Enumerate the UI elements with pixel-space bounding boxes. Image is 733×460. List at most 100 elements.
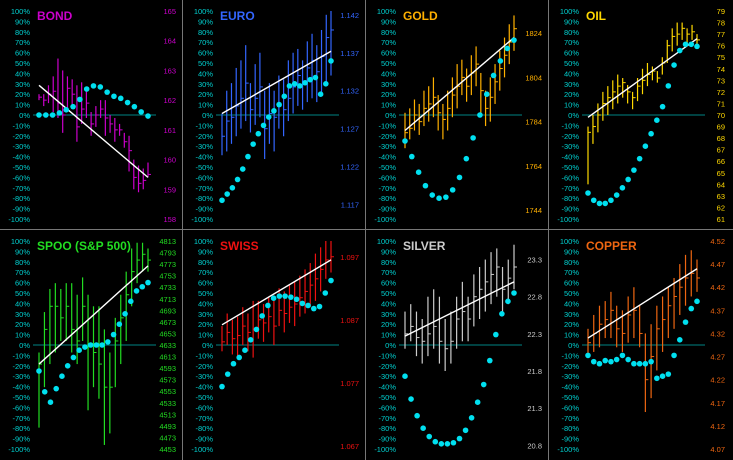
right-axis-tick-label: 1.087 <box>340 316 359 325</box>
left-axis-tick-label: -50% <box>378 163 396 172</box>
left-axis-tick-label: 60% <box>15 279 30 288</box>
baby-blue-dot <box>665 83 672 89</box>
right-axis-tick-label: 1.137 <box>340 49 359 58</box>
baby-blue-dot <box>312 74 319 81</box>
chart-panel-swiss: 100%90% 80%70% 60%50%40% 30%20% 10%0%-10% -20… <box>191 237 359 454</box>
baby-blue-dot <box>671 352 677 359</box>
baby-blue-dot <box>493 331 499 338</box>
left-axis-tick-label: 100% <box>377 7 397 16</box>
chart-panel-euro: 100%90% 80%70% 60%50%40% 30%20% 10%0%-10% -20… <box>191 7 359 224</box>
left-axis-tick-label: -20% <box>561 362 579 371</box>
baby-blue-dot <box>99 342 105 348</box>
baby-blue-dot <box>462 427 469 434</box>
right-axis-tick-label: 160 <box>163 156 176 165</box>
baby-blue-dot <box>83 86 90 92</box>
right-axis-tick-label: 21.3 <box>527 404 542 413</box>
left-axis-tick-label: 0% <box>19 111 30 120</box>
baby-blue-dot <box>654 375 660 382</box>
baby-blue-dot <box>70 103 76 110</box>
right-axis-tick-label: 4793 <box>159 249 176 258</box>
baby-blue-dot <box>239 166 246 172</box>
right-axis-tick-label: 158 <box>163 215 176 224</box>
left-axis-tick-label: 90% <box>198 17 213 26</box>
right-axis-tick-label: 65 <box>717 169 725 178</box>
left-axis-tick-label: 40% <box>198 299 213 308</box>
right-axis-tick-label: 1.132 <box>340 87 359 96</box>
left-axis-tick-label: -20% <box>378 132 396 141</box>
trend-line <box>404 281 515 337</box>
left-axis-tick-label: 30% <box>381 80 396 89</box>
baby-blue-dot <box>87 342 94 348</box>
right-axis-tick-label: 74 <box>717 65 725 74</box>
chart-title: EURO <box>220 9 255 23</box>
baby-blue-dot <box>323 81 329 87</box>
chart-title: SILVER <box>403 239 446 253</box>
left-axis-tick-label: -40% <box>195 153 213 162</box>
baby-blue-dot <box>270 295 277 301</box>
baby-blue-dot <box>138 109 144 115</box>
left-axis-tick-label: -90% <box>12 435 30 444</box>
baby-blue-dot <box>230 360 237 367</box>
left-axis-tick-label: 80% <box>564 28 579 37</box>
left-axis-tick-label: 50% <box>198 59 213 68</box>
left-axis-tick-label: 50% <box>198 289 213 298</box>
baby-blue-dot <box>253 326 260 333</box>
left-axis-tick-label: -60% <box>195 173 213 182</box>
left-axis-tick-label: 70% <box>564 268 579 277</box>
left-axis-tick-label: -90% <box>195 435 213 444</box>
right-axis-tick-label: 4473 <box>159 433 176 442</box>
baby-blue-dot <box>590 197 597 204</box>
right-axis-tick-label: 1784 <box>525 118 542 127</box>
baby-blue-dot <box>408 396 414 402</box>
left-axis-tick-label: 60% <box>381 279 396 288</box>
right-axis-tick-label: 161 <box>163 126 176 135</box>
left-axis-tick-label: -70% <box>195 414 213 423</box>
baby-blue-dot <box>483 91 490 97</box>
left-axis-tick-label: -10% <box>561 351 579 360</box>
left-axis-tick-label: -20% <box>12 132 30 141</box>
baby-blue-dot <box>474 399 481 405</box>
baby-blue-dot <box>420 425 426 431</box>
baby-blue-dot <box>77 96 83 103</box>
baby-blue-dot <box>414 412 420 419</box>
right-axis-tick-label: 23.3 <box>527 256 542 265</box>
left-axis-tick-label: 40% <box>15 69 30 78</box>
baby-blue-dot <box>117 95 124 102</box>
left-axis-tick-label: -40% <box>378 153 396 162</box>
left-axis-tick-label: -100% <box>374 445 396 454</box>
left-axis-tick-label: 50% <box>564 289 579 298</box>
baby-blue-dot <box>47 399 54 405</box>
left-axis-tick-label: 20% <box>198 90 213 99</box>
left-axis-tick-label: 80% <box>15 258 30 267</box>
baby-blue-dot <box>409 153 415 160</box>
left-axis-tick-label: 20% <box>15 90 30 99</box>
right-axis-tick-label: 4613 <box>159 353 176 362</box>
baby-blue-dot <box>265 114 272 120</box>
right-axis-tick-label: 75 <box>717 53 725 62</box>
left-axis-tick-label: -20% <box>378 362 396 371</box>
left-axis-tick-label: -60% <box>12 173 30 182</box>
left-axis-tick-label: 100% <box>194 7 214 16</box>
left-axis-tick-label: 40% <box>564 69 579 78</box>
left-axis-tick-label: 80% <box>564 258 579 267</box>
baby-blue-dot <box>463 155 470 162</box>
baby-blue-dot <box>286 83 293 89</box>
left-axis-tick-label: -50% <box>12 393 30 402</box>
trend-line <box>221 259 332 326</box>
baby-blue-dot <box>145 279 151 286</box>
left-axis-tick-label: 60% <box>198 279 213 288</box>
baby-blue-dot <box>596 360 603 367</box>
baby-blue-dot <box>93 342 100 348</box>
right-axis-tick-label: 4.52 <box>710 237 725 246</box>
baby-blue-dot <box>299 300 306 307</box>
left-axis-tick-label: 10% <box>564 101 579 110</box>
baby-blue-dot <box>636 360 643 367</box>
chart-panel-spoo-s-p-500: 100%90% 80%70% 60%50%40% 30%20% 10%0%-10% -20… <box>8 237 176 454</box>
baby-blue-dot <box>432 438 439 445</box>
baby-blue-dot <box>36 112 42 118</box>
left-axis-tick-label: 90% <box>198 247 213 256</box>
left-axis-tick-label: 40% <box>564 299 579 308</box>
baby-blue-dot <box>636 155 643 162</box>
right-axis-tick-label: 1.077 <box>340 379 359 388</box>
